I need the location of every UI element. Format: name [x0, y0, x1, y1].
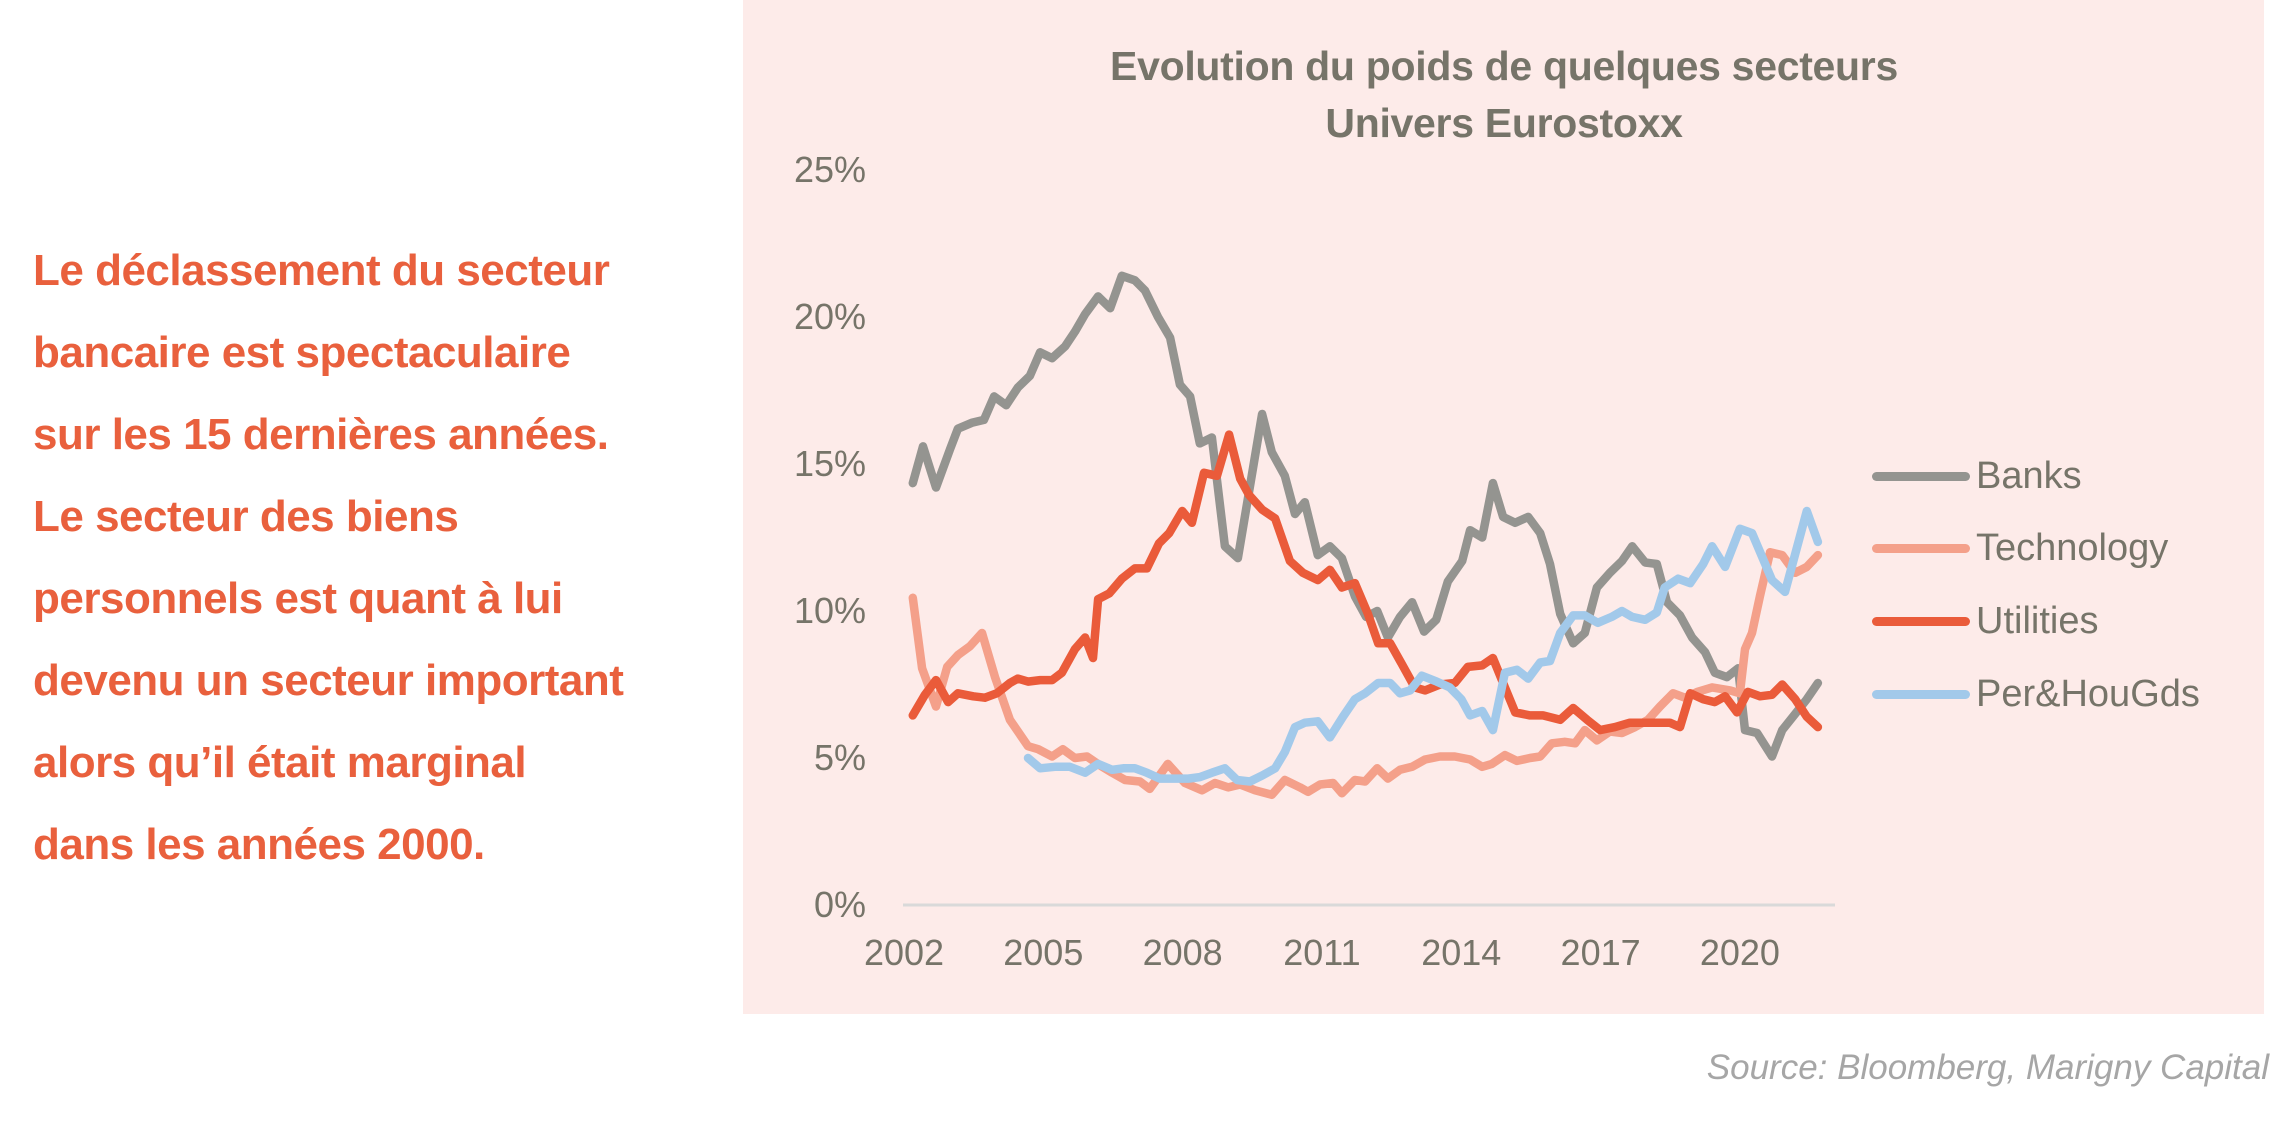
- y-tick-label: 0%: [813, 884, 866, 925]
- commentary-line: alors qu’il était marginal: [33, 738, 527, 787]
- y-tick-label: 10%: [793, 590, 866, 631]
- legend-swatch: [1872, 689, 1970, 699]
- x-tick-label: 2011: [1283, 932, 1361, 973]
- commentary-line: Le déclassement du secteur: [33, 246, 610, 295]
- series-line-banks: [908, 271, 1823, 761]
- x-tick-label: 2014: [1421, 932, 1502, 973]
- legend-item-banks: Banks: [1872, 456, 2082, 496]
- chart-title: Evolution du poids de quelques secteurs: [1110, 43, 1898, 89]
- y-tick-label: 5%: [813, 737, 866, 778]
- commentary-line: sur les 15 dernières années.: [33, 410, 609, 459]
- legend-label: Banks: [1976, 455, 2082, 497]
- legend-label: Utilities: [1976, 600, 2099, 642]
- chart-subtitle: Univers Eurostoxx: [1325, 100, 1683, 146]
- commentary-line: devenu un secteur important: [33, 656, 624, 705]
- x-tick-label: 2005: [1003, 932, 1084, 973]
- series-line-utilities: [908, 430, 1823, 735]
- legend-swatch: [1872, 543, 1970, 553]
- commentary-line: personnels est quant à lui: [33, 574, 563, 623]
- commentary-line: Le secteur des biens: [33, 492, 459, 541]
- legend-label: Technology: [1976, 527, 2169, 569]
- series-layer: [908, 271, 1823, 800]
- y-tick-label: 25%: [793, 149, 866, 190]
- legend-swatch: [1872, 616, 1970, 626]
- legend-item-technology: Technology: [1872, 528, 2168, 568]
- series-line-per-hougds: [1023, 506, 1823, 786]
- commentary-line: dans les années 2000.: [33, 820, 485, 869]
- x-tick-label: 2002: [863, 932, 945, 973]
- legend-item-utilities: Utilities: [1872, 601, 2098, 641]
- source-note: Source: Bloomberg, Marigny Capital: [1706, 1048, 2269, 1087]
- x-tick-label: 2017: [1560, 932, 1641, 973]
- legend-swatch: [1872, 471, 1970, 481]
- series-line-technology: [908, 547, 1823, 800]
- y-tick-label: 20%: [793, 296, 866, 337]
- commentary-line: bancaire est spectaculaire: [33, 328, 571, 377]
- x-tick-label: 2008: [1142, 932, 1223, 973]
- x-tick-label: 2020: [1699, 932, 1780, 973]
- legend-label: Per&HouGds: [1976, 673, 2200, 715]
- y-tick-label: 15%: [793, 443, 866, 484]
- legend-item-per-hou-gds: Per&HouGds: [1872, 674, 2200, 714]
